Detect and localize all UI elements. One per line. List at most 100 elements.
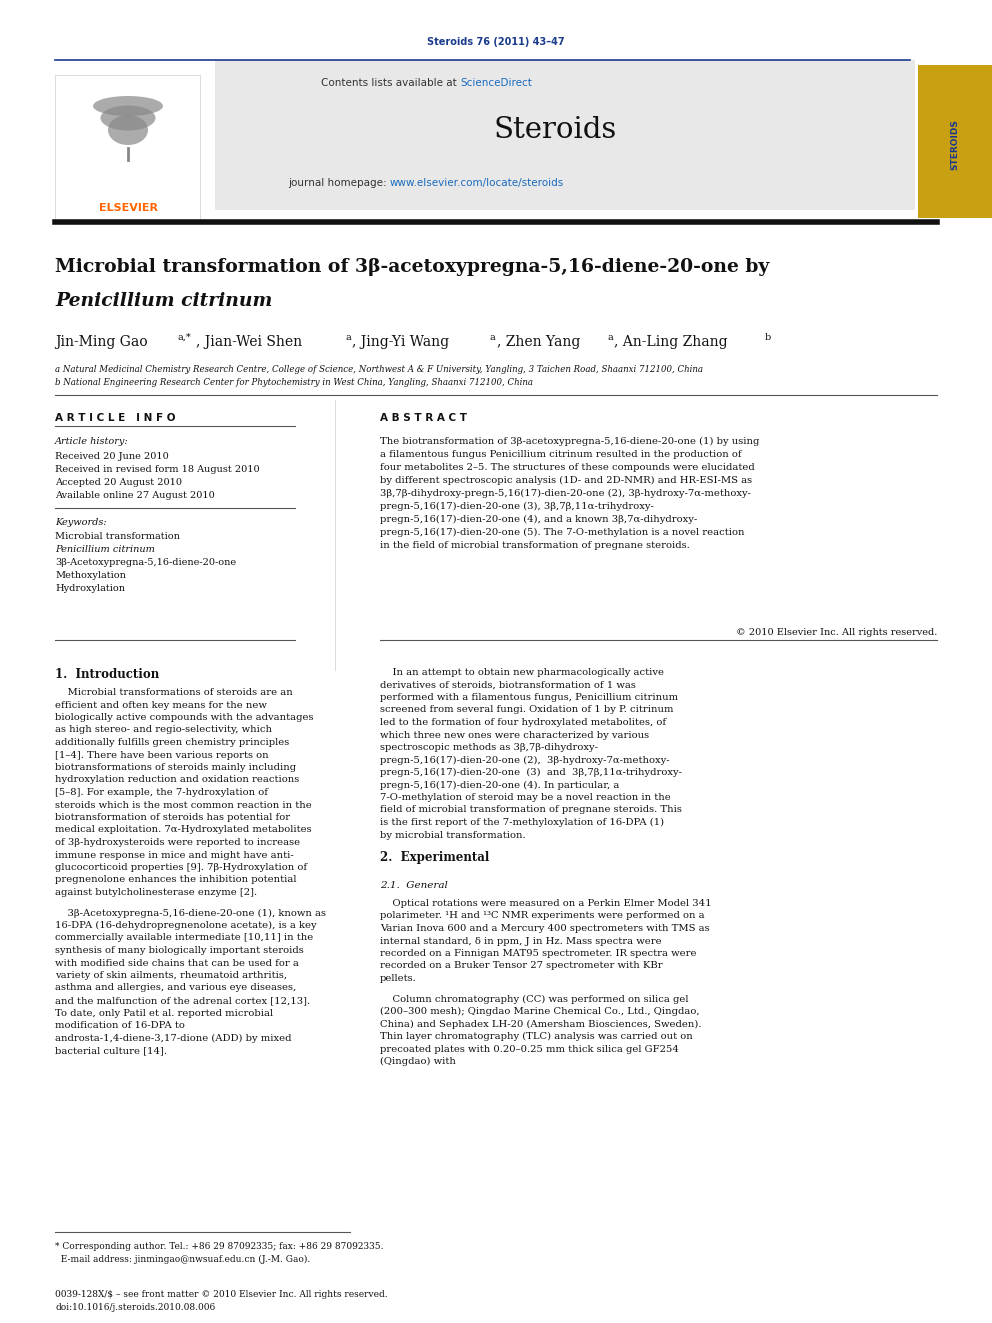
Bar: [55, 75, 200, 220]
Text: modification of 16-DPA to: modification of 16-DPA to: [55, 1021, 185, 1031]
Text: To date, only Patil et al. reported microbial: To date, only Patil et al. reported micr…: [55, 1008, 273, 1017]
Text: Keywords:: Keywords:: [55, 519, 106, 527]
Text: is the first report of the 7-methyloxylation of 16-DPA (1): is the first report of the 7-methyloxyla…: [380, 818, 664, 827]
Text: (200–300 mesh); Qingdao Marine Chemical Co., Ltd., Qingdao,: (200–300 mesh); Qingdao Marine Chemical …: [380, 1007, 699, 1016]
Text: , Jing-Yi Wang: , Jing-Yi Wang: [352, 335, 449, 349]
Bar: [215, 60, 915, 210]
Text: glucocorticoid properties [9]. 7β-Hydroxylation of: glucocorticoid properties [9]. 7β-Hydrox…: [55, 863, 308, 872]
Text: China) and Sephadex LH-20 (Amersham Biosciences, Sweden).: China) and Sephadex LH-20 (Amersham Bios…: [380, 1020, 701, 1028]
Text: hydroxylation reduction and oxidation reactions: hydroxylation reduction and oxidation re…: [55, 775, 300, 785]
Text: with modified side chains that can be used for a: with modified side chains that can be us…: [55, 958, 299, 967]
Text: commercially available intermediate [10,11] in the: commercially available intermediate [10,…: [55, 934, 313, 942]
Text: four metabolites 2–5. The structures of these compounds were elucidated: four metabolites 2–5. The structures of …: [380, 463, 755, 472]
Text: Accepted 20 August 2010: Accepted 20 August 2010: [55, 478, 182, 487]
Text: a: a: [607, 333, 613, 343]
Text: steroids which is the most common reaction in the: steroids which is the most common reacti…: [55, 800, 311, 810]
Text: A R T I C L E   I N F O: A R T I C L E I N F O: [55, 413, 176, 423]
Text: [5–8]. For example, the 7-hydroxylation of: [5–8]. For example, the 7-hydroxylation …: [55, 789, 268, 796]
Text: Received in revised form 18 August 2010: Received in revised form 18 August 2010: [55, 464, 260, 474]
Text: variety of skin ailments, rheumatoid arthritis,: variety of skin ailments, rheumatoid art…: [55, 971, 287, 980]
Text: b National Engineering Research Center for Phytochemistry in West China, Yanglin: b National Engineering Research Center f…: [55, 378, 533, 388]
Text: Varian Inova 600 and a Mercury 400 spectrometers with TMS as: Varian Inova 600 and a Mercury 400 spect…: [380, 923, 709, 933]
Text: recorded on a Finnigan MAT95 spectrometer. IR spectra were: recorded on a Finnigan MAT95 spectromete…: [380, 949, 696, 958]
Text: ELSEVIER: ELSEVIER: [98, 202, 158, 213]
Text: synthesis of many biologically important steroids: synthesis of many biologically important…: [55, 946, 304, 955]
Text: [1–4]. There have been various reports on: [1–4]. There have been various reports o…: [55, 750, 269, 759]
Text: pregn-5,16(17)-dien-20-one (3), 3β,7β,11α-trihydroxy-: pregn-5,16(17)-dien-20-one (3), 3β,7β,11…: [380, 501, 654, 511]
Text: biotransformations of steroids mainly including: biotransformations of steroids mainly in…: [55, 763, 297, 773]
Text: , Zhen Yang: , Zhen Yang: [497, 335, 580, 349]
Text: pregnenolone enhances the inhibition potential: pregnenolone enhances the inhibition pot…: [55, 876, 297, 885]
Text: medical exploitation. 7α-Hydroxylated metabolites: medical exploitation. 7α-Hydroxylated me…: [55, 826, 311, 835]
Text: 3β-Acetoxypregna-5,16-diene-20-one: 3β-Acetoxypregna-5,16-diene-20-one: [55, 558, 236, 568]
Text: biologically active compounds with the advantages: biologically active compounds with the a…: [55, 713, 313, 722]
Ellipse shape: [100, 106, 156, 131]
Text: against butylcholinesterase enzyme [2].: against butylcholinesterase enzyme [2].: [55, 888, 257, 897]
Text: Penicillium citrinum: Penicillium citrinum: [55, 545, 155, 554]
Text: bacterial culture [14].: bacterial culture [14].: [55, 1046, 167, 1054]
Text: spectroscopic methods as 3β,7β-dihydroxy-: spectroscopic methods as 3β,7β-dihydroxy…: [380, 744, 598, 751]
Text: Microbial transformation of 3β-acetoxypregna-5,16-diene-20-one by: Microbial transformation of 3β-acetoxypr…: [55, 258, 770, 277]
Text: Contents lists available at: Contents lists available at: [321, 78, 460, 89]
Text: , Jian-Wei Shen: , Jian-Wei Shen: [196, 335, 303, 349]
Text: Hydroxylation: Hydroxylation: [55, 583, 125, 593]
Text: © 2010 Elsevier Inc. All rights reserved.: © 2010 Elsevier Inc. All rights reserved…: [736, 628, 937, 636]
Text: pregn-5,16(17)-dien-20-one  (3)  and  3β,7β,11α-trihydroxy-: pregn-5,16(17)-dien-20-one (3) and 3β,7β…: [380, 767, 682, 777]
Text: asthma and allergies, and various eye diseases,: asthma and allergies, and various eye di…: [55, 983, 297, 992]
Text: by microbial transformation.: by microbial transformation.: [380, 831, 526, 840]
Text: 1.  Introduction: 1. Introduction: [55, 668, 160, 681]
Text: E-mail address: jinmingao@nwsuaf.edu.cn (J.-M. Gao).: E-mail address: jinmingao@nwsuaf.edu.cn …: [55, 1256, 310, 1263]
Text: Received 20 June 2010: Received 20 June 2010: [55, 452, 169, 460]
Text: performed with a filamentous fungus, Penicillium citrinum: performed with a filamentous fungus, Pen…: [380, 693, 679, 703]
Ellipse shape: [93, 97, 163, 116]
Text: STEROIDS: STEROIDS: [950, 119, 959, 171]
Text: In an attempt to obtain new pharmacologically active: In an attempt to obtain new pharmacologi…: [380, 668, 664, 677]
Text: a Natural Medicinal Chemistry Research Centre, College of Science, Northwest A &: a Natural Medicinal Chemistry Research C…: [55, 365, 703, 374]
Text: in the field of microbial transformation of pregnane steroids.: in the field of microbial transformation…: [380, 541, 689, 550]
Text: doi:10.1016/j.steroids.2010.08.006: doi:10.1016/j.steroids.2010.08.006: [55, 1303, 215, 1312]
Text: Column chromatography (CC) was performed on silica gel: Column chromatography (CC) was performed…: [380, 995, 688, 1004]
Text: Optical rotations were measured on a Perkin Elmer Model 341: Optical rotations were measured on a Per…: [380, 900, 711, 908]
Text: androsta-1,4-diene-3,17-dione (ADD) by mixed: androsta-1,4-diene-3,17-dione (ADD) by m…: [55, 1033, 292, 1043]
Text: a,*: a,*: [178, 333, 191, 343]
Text: www.elsevier.com/locate/steroids: www.elsevier.com/locate/steroids: [390, 179, 564, 188]
Text: Article history:: Article history:: [55, 437, 129, 446]
Text: pregn-5,16(17)-dien-20-one (5). The 7-O-methylation is a novel reaction: pregn-5,16(17)-dien-20-one (5). The 7-O-…: [380, 528, 745, 537]
Text: Penicillium citrinum: Penicillium citrinum: [55, 292, 273, 310]
Text: 2.  Experimental: 2. Experimental: [380, 851, 489, 864]
Text: pregn-5,16(17)-dien-20-one (4). In particular, a: pregn-5,16(17)-dien-20-one (4). In parti…: [380, 781, 619, 790]
Ellipse shape: [108, 115, 148, 146]
Text: pregn-5,16(17)-dien-20-one (2),  3β-hydroxy-7α-methoxy-: pregn-5,16(17)-dien-20-one (2), 3β-hydro…: [380, 755, 670, 765]
Text: 3β,7β-dihydroxy-pregn-5,16(17)-dien-20-one (2), 3β-hydroxy-7α-methoxy-: 3β,7β-dihydroxy-pregn-5,16(17)-dien-20-o…: [380, 490, 751, 499]
Text: 2.1.  General: 2.1. General: [380, 881, 447, 890]
Text: as high stereo- and regio-selectivity, which: as high stereo- and regio-selectivity, w…: [55, 725, 272, 734]
Text: 3β-Acetoxypregna-5,16-diene-20-one (1), known as: 3β-Acetoxypregna-5,16-diene-20-one (1), …: [55, 909, 326, 918]
Text: Jin-Ming Gao: Jin-Ming Gao: [55, 335, 148, 349]
Text: 0039-128X/$ – see front matter © 2010 Elsevier Inc. All rights reserved.: 0039-128X/$ – see front matter © 2010 El…: [55, 1290, 388, 1299]
Text: Microbial transformation: Microbial transformation: [55, 532, 180, 541]
Text: Methoxylation: Methoxylation: [55, 572, 126, 579]
Text: efficient and often key means for the new: efficient and often key means for the ne…: [55, 700, 267, 709]
Text: immune response in mice and might have anti-: immune response in mice and might have a…: [55, 851, 294, 860]
Text: precoated plates with 0.20–0.25 mm thick silica gel GF254: precoated plates with 0.20–0.25 mm thick…: [380, 1044, 679, 1053]
Text: pellets.: pellets.: [380, 974, 417, 983]
Text: recorded on a Bruker Tensor 27 spectrometer with KBr: recorded on a Bruker Tensor 27 spectrome…: [380, 962, 663, 971]
Text: additionally fulfills green chemistry principles: additionally fulfills green chemistry pr…: [55, 738, 290, 747]
Text: Steroids: Steroids: [493, 116, 617, 144]
Text: by different spectroscopic analysis (1D- and 2D-NMR) and HR-ESI-MS as: by different spectroscopic analysis (1D-…: [380, 476, 752, 486]
Text: a: a: [490, 333, 496, 343]
Text: journal homepage:: journal homepage:: [288, 179, 390, 188]
Text: * Corresponding author. Tel.: +86 29 87092335; fax: +86 29 87092335.: * Corresponding author. Tel.: +86 29 870…: [55, 1242, 384, 1252]
Text: which three new ones were characterized by various: which three new ones were characterized …: [380, 730, 649, 740]
Text: biotransformation of steroids has potential for: biotransformation of steroids has potent…: [55, 814, 290, 822]
Text: pregn-5,16(17)-dien-20-one (4), and a known 3β,7α-dihydroxy-: pregn-5,16(17)-dien-20-one (4), and a kn…: [380, 515, 697, 524]
Text: Microbial transformations of steroids are an: Microbial transformations of steroids ar…: [55, 688, 293, 697]
Text: Steroids 76 (2011) 43–47: Steroids 76 (2011) 43–47: [428, 37, 564, 48]
Text: of 3β-hydroxysteroids were reported to increase: of 3β-hydroxysteroids were reported to i…: [55, 837, 301, 847]
Text: a: a: [345, 333, 351, 343]
Text: Available online 27 August 2010: Available online 27 August 2010: [55, 491, 214, 500]
Text: led to the formation of four hydroxylated metabolites, of: led to the formation of four hydroxylate…: [380, 718, 666, 728]
Text: internal standard, δ in ppm, J in Hz. Mass spectra were: internal standard, δ in ppm, J in Hz. Ma…: [380, 937, 662, 946]
Text: The biotransformation of 3β-acetoxypregna-5,16-diene-20-one (1) by using: The biotransformation of 3β-acetoxypregn…: [380, 437, 759, 446]
Bar: [918, 65, 992, 218]
